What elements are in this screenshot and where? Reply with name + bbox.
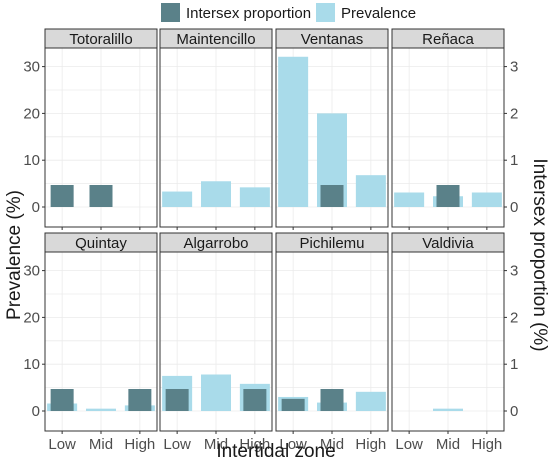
y-tick-label-right: 3 — [510, 59, 518, 76]
intersex-bar-mid — [320, 185, 344, 207]
y-tick-label-left: 30 — [23, 263, 40, 280]
legend-label-prevalence: Prevalence — [341, 5, 416, 22]
panel-valdivia: Valdivia Low Mid High — [391, 232, 505, 453]
prevalence-bar-low — [278, 56, 309, 207]
panel-title: Maintencillo — [176, 31, 255, 48]
y-tick-label-left: 20 — [23, 309, 40, 326]
y-tick-label-right: 1 — [510, 356, 518, 373]
legend-item-intersex: Intersex proportion — [161, 3, 311, 22]
panel-totoralillo: TotoralilloLowMidHigh — [44, 28, 158, 249]
legend: Intersex proportion Prevalence — [161, 3, 416, 22]
prevalence-bar-mid — [201, 374, 231, 411]
x-axis-title: Intertidal zone — [216, 441, 335, 462]
panel-algarrobo: Algarrobo Low Mid High — [159, 232, 273, 453]
legend-label-intersex: Intersex proportion — [186, 5, 311, 22]
chart-panels: TotoralilloLowMidHighMaintencilloLowMidH… — [44, 28, 505, 453]
prevalence-bar-high — [239, 187, 270, 207]
panel-title: Valdivia — [422, 235, 474, 252]
x-tick-label: High — [124, 436, 155, 453]
x-tick-label: Mid — [89, 436, 113, 453]
intersex-bar-mid — [89, 185, 113, 207]
intersex-bar-high — [243, 389, 267, 411]
x-tick-label: Low — [279, 436, 307, 453]
y-tick-label-left: 0 — [32, 403, 40, 420]
panel-ventanas: VentanasLowMidHigh — [275, 28, 389, 249]
prevalence-bar-low — [394, 192, 425, 207]
legend-swatch-intersex — [161, 3, 180, 22]
y-tick-label-left: 10 — [23, 152, 40, 169]
intersex-bar-low — [281, 398, 305, 411]
panel-title: Ventanas — [301, 31, 364, 48]
x-tick-label: High — [471, 436, 502, 453]
panel-pichilemu: Pichilemu Low Mid High — [275, 232, 389, 453]
y-tick-label-right: 0 — [510, 403, 518, 420]
x-tick-label: Mid — [320, 436, 344, 453]
panel-renaca: ReñacaLowMidHigh — [391, 28, 505, 249]
y-axis-title-left: Prevalence (%) — [4, 190, 25, 320]
panel-maintencillo: MaintencilloLowMidHigh — [159, 28, 273, 249]
prevalence-bar-mid — [433, 408, 463, 411]
prevalence-bar-low — [162, 191, 193, 207]
panel-quintay: Quintay Low Mid High — [44, 232, 158, 453]
x-tick-label: Low — [48, 436, 76, 453]
y-tick-label-right: 2 — [510, 309, 518, 326]
y-tick-label-right: 0 — [510, 199, 518, 216]
prevalence-bar-high — [355, 391, 386, 411]
prevalence-bar-high — [355, 175, 386, 207]
intersex-bar-low — [50, 389, 74, 411]
y-tick-label-left: 0 — [32, 199, 40, 216]
intersex-bar-low — [165, 389, 189, 411]
y-tick-label-left: 30 — [23, 59, 40, 76]
panel-title: Algarrobo — [183, 235, 248, 252]
x-tick-label: Low — [395, 436, 423, 453]
prevalence-bar-mid — [201, 181, 231, 207]
x-tick-label: Low — [163, 436, 191, 453]
panel-title: Reñaca — [422, 31, 474, 48]
prevalence-bar-high — [471, 192, 502, 207]
intersex-bar-low — [50, 185, 74, 207]
x-tick-label: High — [239, 436, 270, 453]
y-tick-label-left: 20 — [23, 105, 40, 122]
prevalence-bar-mid — [86, 408, 116, 411]
legend-swatch-prevalence — [316, 3, 335, 22]
panel-title: Totoralillo — [69, 31, 132, 48]
legend-item-prevalence: Prevalence — [316, 3, 416, 22]
intersex-bar-high — [128, 389, 152, 411]
x-tick-label: Mid — [204, 436, 228, 453]
intersex-bar-mid — [320, 389, 344, 411]
intersex-bar-mid — [436, 185, 460, 207]
panel-title: Quintay — [75, 235, 127, 252]
x-tick-label: High — [355, 436, 386, 453]
y-tick-label-left: 10 — [23, 356, 40, 373]
y-tick-label-right: 1 — [510, 152, 518, 169]
panel-title: Pichilemu — [299, 235, 364, 252]
y-tick-label-right: 2 — [510, 105, 518, 122]
x-tick-label: Mid — [436, 436, 460, 453]
y-axis-title-right: Intersex proportion (%) — [529, 158, 550, 351]
y-tick-label-right: 3 — [510, 263, 518, 280]
